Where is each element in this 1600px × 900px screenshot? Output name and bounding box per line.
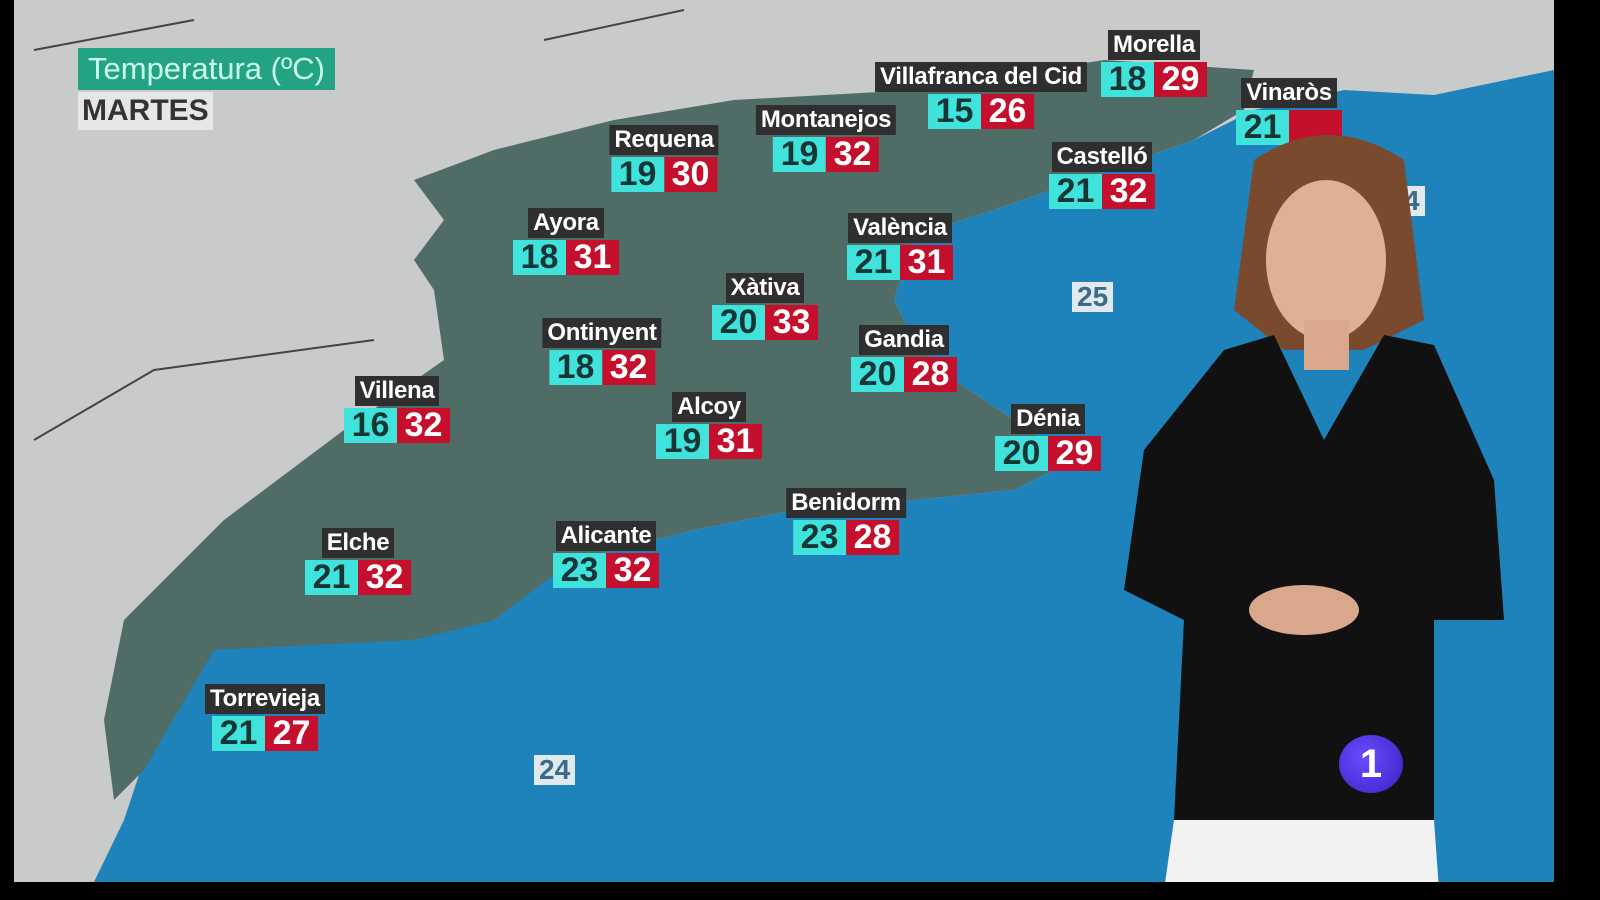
- max-temp: 32: [606, 553, 659, 588]
- city-label: Montanejos 19 32: [755, 105, 897, 172]
- legend-day: MARTES: [78, 92, 213, 130]
- city-name: Villena: [354, 376, 440, 406]
- min-temp: 21: [305, 560, 358, 595]
- city-name: Ontinyent: [542, 318, 662, 348]
- min-temp: 18: [548, 350, 602, 385]
- temperature-legend: Temperatura (ºC) MARTES: [78, 48, 335, 130]
- max-temp: 29: [1154, 62, 1207, 97]
- min-temp: 20: [995, 436, 1048, 471]
- min-temp: 20: [851, 357, 904, 392]
- max-temp: 27: [264, 716, 318, 751]
- max-temp: 29: [1048, 436, 1101, 471]
- min-temp: 21: [1049, 174, 1102, 209]
- tve-1-logo: 1: [1339, 735, 1403, 793]
- city-name: València: [848, 213, 952, 243]
- city-label: Xàtiva 20 33: [712, 273, 818, 340]
- city-name: Morella: [1108, 30, 1200, 60]
- max-temp: 31: [900, 245, 953, 280]
- city-label: Alcoy 19 31: [656, 392, 762, 459]
- city-name: Benidorm: [786, 488, 906, 518]
- city-label: Castelló 21 32: [1049, 142, 1155, 209]
- min-temp: 19: [773, 137, 826, 172]
- min-temp: 18: [1101, 62, 1154, 97]
- city-name: Villafranca del Cid: [875, 62, 1087, 92]
- max-temp: 32: [826, 137, 879, 172]
- min-temp: 20: [712, 305, 765, 340]
- city-name: Vinaròs: [1241, 78, 1337, 108]
- city-label: Dénia 20 29: [995, 404, 1101, 471]
- min-temp: 21: [1236, 110, 1289, 145]
- sea-temp: 25: [1072, 282, 1114, 312]
- max-temp: 28: [845, 520, 899, 555]
- max-temp: 32: [601, 350, 655, 385]
- min-temp: 19: [656, 424, 709, 459]
- city-label: Alicante 23 32: [553, 521, 659, 588]
- city-name: Ayora: [528, 208, 604, 238]
- city-label: Elche 21 32: [305, 528, 411, 595]
- min-temp: 19: [610, 157, 664, 192]
- max-temp: 31: [566, 240, 619, 275]
- min-temp: 15: [928, 94, 981, 129]
- city-name: Alicante: [555, 521, 657, 551]
- city-label: Gandia 20 28: [851, 325, 957, 392]
- city-label: Ontinyent 18 32: [542, 318, 662, 385]
- city-name: Dénia: [1011, 404, 1085, 434]
- max-temp: 31: [709, 424, 762, 459]
- city-label: Ayora 18 31: [513, 208, 619, 275]
- max-temp: 32: [397, 408, 450, 443]
- sea-temp: 24: [534, 755, 576, 785]
- weather-broadcast: Temperatura (ºC) MARTES Requena 19 30 Mont…: [14, 0, 1554, 882]
- max-temp: 33: [765, 305, 818, 340]
- min-temp: 23: [792, 520, 846, 555]
- city-name: Alcoy: [672, 392, 746, 422]
- city-label: Villena 16 32: [344, 376, 450, 443]
- legend-title: Temperatura (ºC): [78, 48, 335, 90]
- city-name: Elche: [321, 528, 395, 558]
- min-temp: 21: [847, 245, 900, 280]
- min-temp: 21: [211, 716, 265, 751]
- presenter: [1124, 135, 1504, 882]
- max-temp: 26: [981, 94, 1034, 129]
- city-label: Requena 19 30: [609, 125, 719, 192]
- city-name: Montanejos: [755, 105, 897, 135]
- max-temp: 32: [1102, 174, 1155, 209]
- city-label: Villafranca del Cid 15 26: [875, 62, 1087, 129]
- city-name: Castelló: [1051, 142, 1153, 172]
- city-label: València 21 31: [847, 213, 953, 280]
- city-label: Benidorm 23 28: [786, 488, 906, 555]
- city-name: Xàtiva: [725, 273, 805, 303]
- city-label: Vinaròs 21: [1236, 78, 1342, 145]
- min-temp: 16: [344, 408, 397, 443]
- min-temp: 18: [513, 240, 566, 275]
- city-name: Requena: [609, 125, 719, 155]
- city-name: Torrevieja: [205, 684, 325, 714]
- max-temp: 32: [358, 560, 411, 595]
- city-label: Morella 18 29: [1101, 30, 1207, 97]
- min-temp: 23: [553, 553, 606, 588]
- city-name: Gandia: [859, 325, 949, 355]
- max-temp: 28: [904, 357, 957, 392]
- max-temp: 30: [663, 157, 717, 192]
- city-label: Torrevieja 21 27: [205, 684, 325, 751]
